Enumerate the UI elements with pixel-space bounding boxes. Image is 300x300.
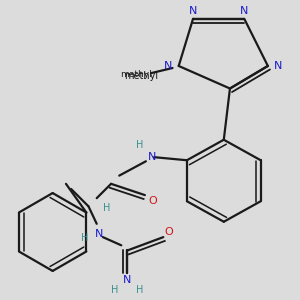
Text: H: H xyxy=(136,285,143,296)
Text: O: O xyxy=(164,227,173,237)
Text: N: N xyxy=(189,6,197,16)
Text: H: H xyxy=(81,233,88,243)
Text: H: H xyxy=(136,140,143,150)
Text: methyl: methyl xyxy=(124,71,158,81)
Text: N: N xyxy=(123,275,132,285)
Text: N: N xyxy=(148,152,156,162)
Text: H: H xyxy=(103,203,111,213)
Text: N: N xyxy=(274,61,282,71)
Text: N: N xyxy=(164,61,172,71)
Text: O: O xyxy=(149,196,158,206)
Text: N: N xyxy=(94,229,103,239)
Text: H: H xyxy=(112,285,119,296)
Text: N: N xyxy=(240,6,248,16)
Text: methyl: methyl xyxy=(120,70,152,79)
